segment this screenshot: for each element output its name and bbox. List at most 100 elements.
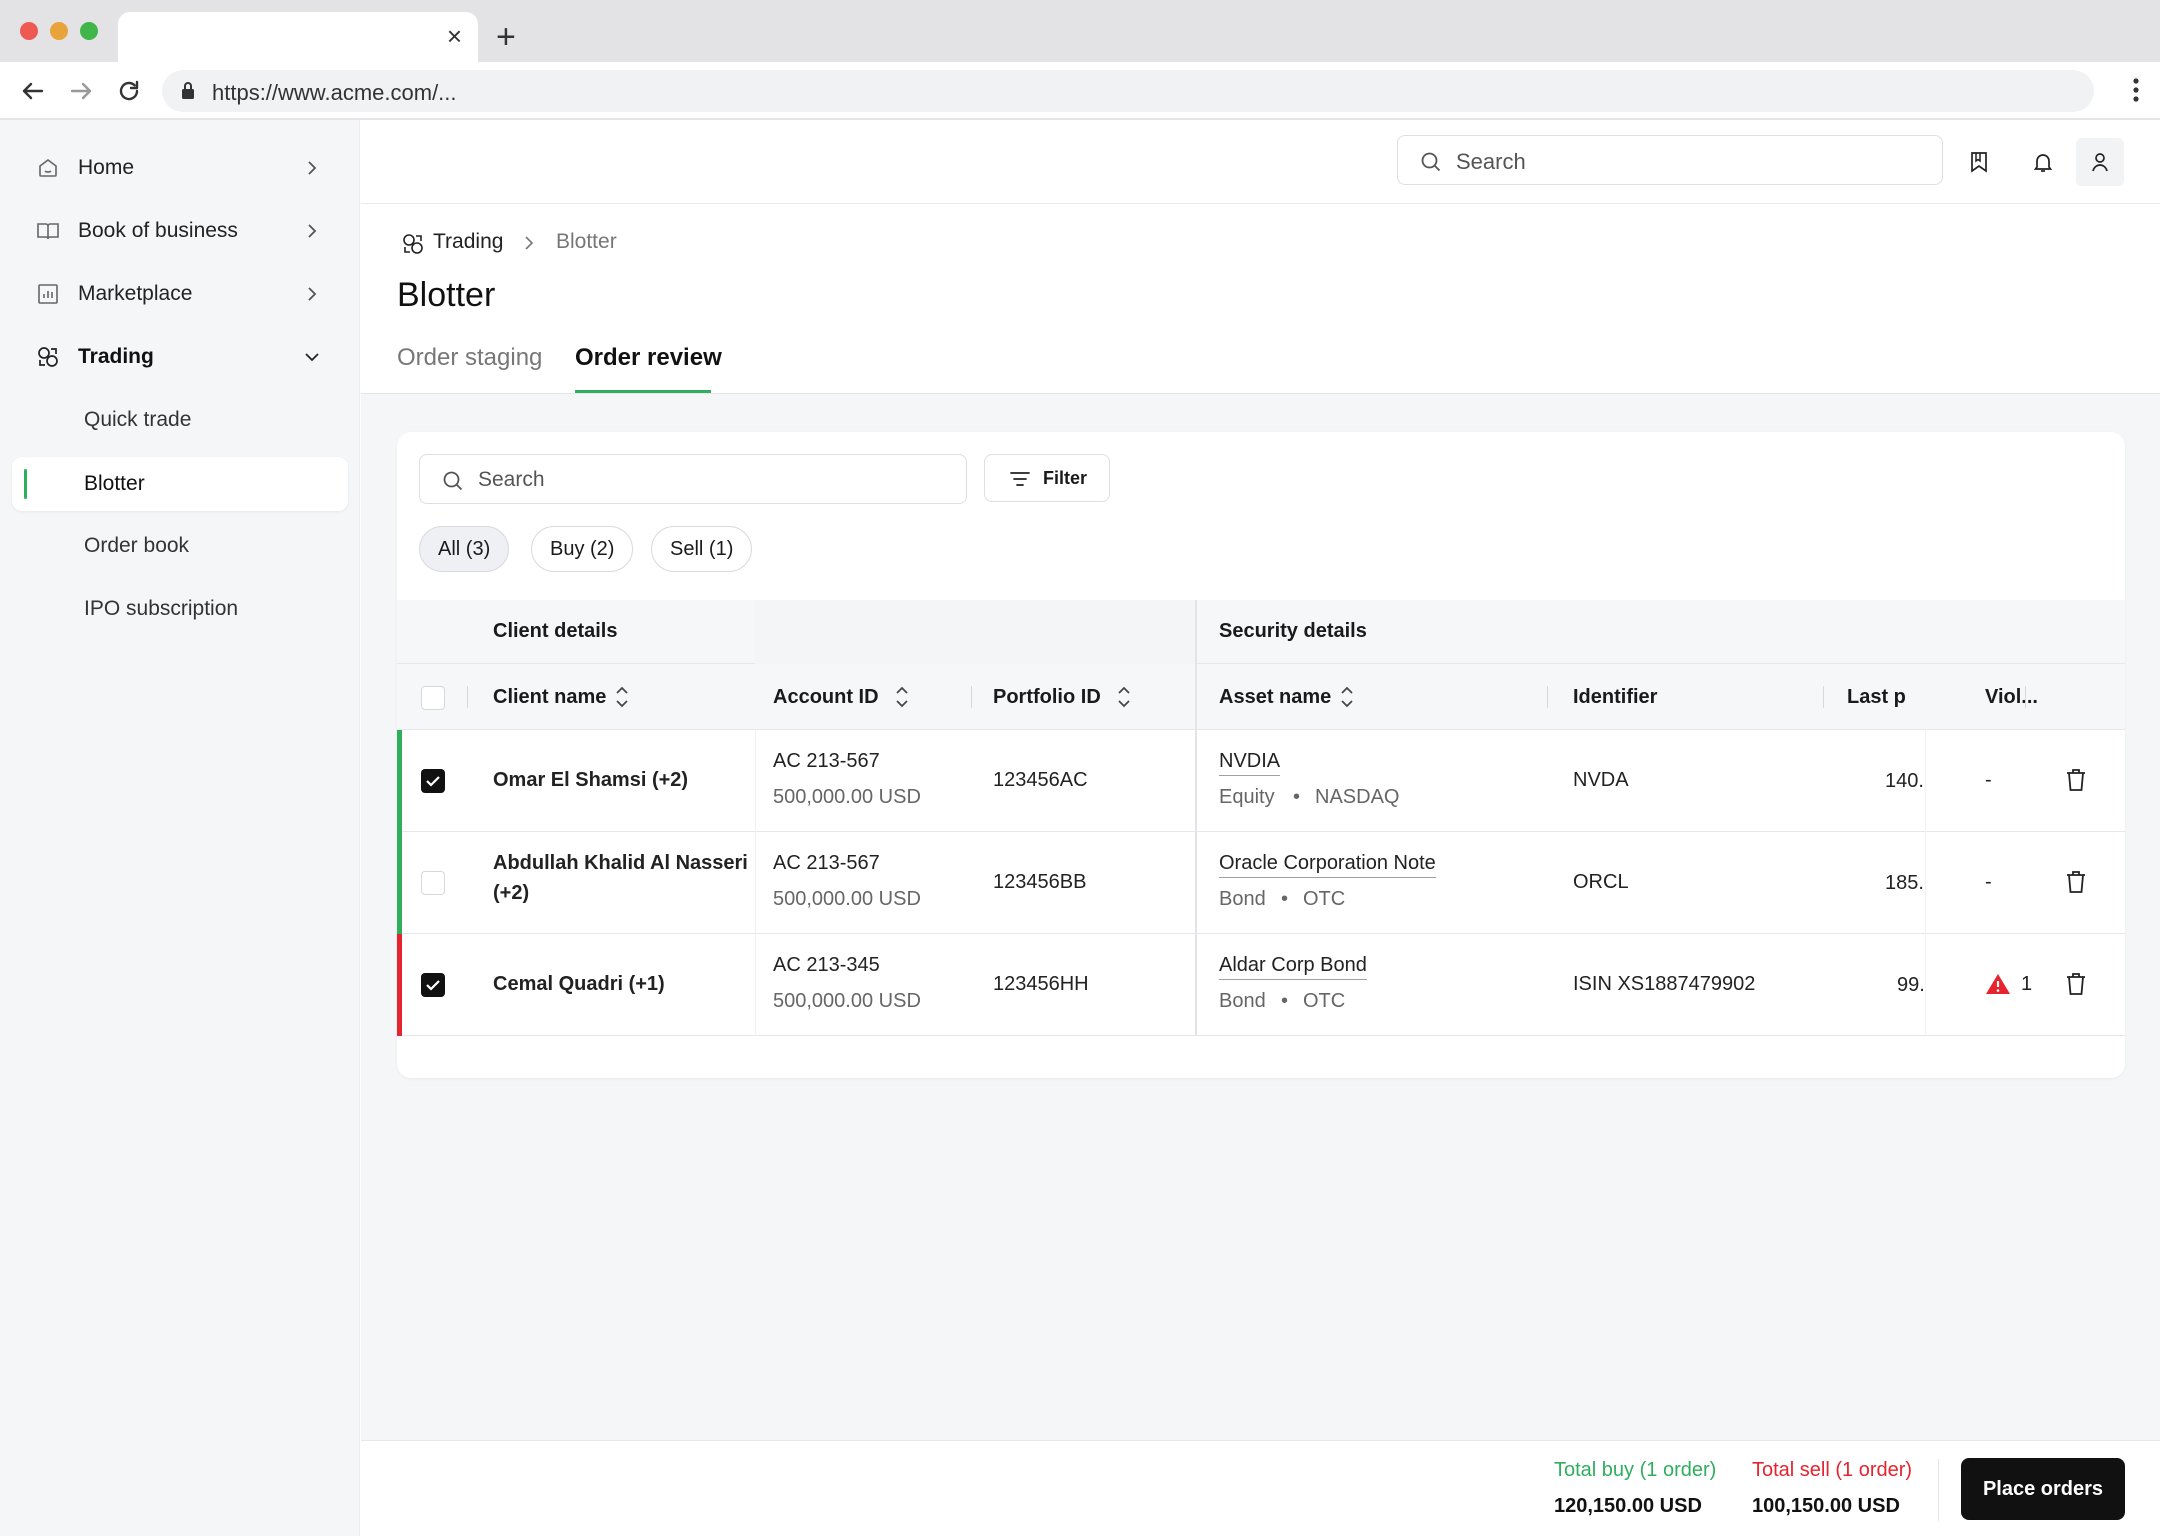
back-arrow-icon[interactable]: [16, 74, 50, 108]
sticky-column-divider: [755, 730, 756, 1036]
global-search-input[interactable]: Search: [1397, 135, 1943, 185]
asset-venue: NASDAQ: [1315, 786, 1400, 808]
account-amount: 500,000.00 USD: [773, 888, 921, 910]
client-name: Cemal Quadri (+1): [493, 973, 665, 995]
column-header-portfolio-id[interactable]: Portfolio ID: [993, 686, 1101, 708]
sort-icon[interactable]: [1340, 684, 1354, 710]
trash-icon[interactable]: [2065, 971, 2087, 997]
row-checkbox[interactable]: [421, 871, 445, 895]
sidebar-item-label: Book of business: [78, 219, 238, 242]
sidebar-subitem-ipo-subscription[interactable]: IPO subscription: [0, 583, 360, 635]
client-name-line2: (+2): [493, 882, 530, 904]
select-all-checkbox[interactable]: [421, 686, 445, 710]
bookmark-icon: [1971, 152, 1987, 173]
sidebar-subitem-label: IPO subscription: [84, 597, 239, 620]
buy-indicator: [397, 730, 402, 832]
footer-divider: [1938, 1459, 1939, 1521]
tab-order-staging[interactable]: Order staging: [397, 344, 543, 371]
asset-type: Equity: [1219, 786, 1275, 808]
table-search-input[interactable]: Search: [419, 454, 967, 504]
sort-icon[interactable]: [1117, 684, 1131, 710]
row-checkbox[interactable]: [421, 973, 445, 997]
asset-name-link[interactable]: Oracle Corporation Note: [1219, 852, 1436, 878]
sort-icon[interactable]: [615, 684, 629, 710]
user-menu-button[interactable]: [2076, 138, 2124, 186]
asset-name-link[interactable]: NVDIA: [1219, 750, 1281, 776]
account-id: AC 213-567: [773, 750, 880, 772]
sidebar-item-book-of-business[interactable]: Book of business: [0, 203, 360, 259]
sidebar-item-trading[interactable]: Trading: [0, 329, 360, 385]
check-icon: [426, 776, 440, 787]
column-header-violations[interactable]: Viol...: [1985, 686, 2038, 708]
identifier: NVDA: [1573, 769, 1629, 791]
active-indicator: [24, 469, 27, 499]
book-icon: [37, 223, 59, 240]
sidebar-item-label: Trading: [78, 345, 154, 368]
column-divider: [467, 686, 468, 708]
main-content: Search Filter All (3) Buy (2) Sell (1) C…: [361, 394, 2160, 1440]
search-icon: [1421, 152, 1441, 172]
total-buy-label: Total buy (1 order): [1554, 1459, 1717, 1481]
buy-indicator: [397, 832, 402, 934]
column-header-asset-name[interactable]: Asset name: [1219, 686, 1332, 708]
new-tab-icon[interactable]: +: [496, 18, 516, 56]
sidebar-subitem-quick-trade[interactable]: Quick trade: [0, 394, 360, 446]
orders-card: Search Filter All (3) Buy (2) Sell (1) C…: [397, 432, 2125, 1078]
check-icon: [426, 980, 440, 991]
chip-all[interactable]: All (3): [419, 526, 510, 572]
bookmark-button[interactable]: [1955, 138, 2003, 186]
chevron-down-icon: [305, 353, 319, 362]
search-icon: [443, 471, 463, 491]
row-checkbox[interactable]: [421, 769, 445, 793]
place-orders-button[interactable]: Place orders: [1961, 1458, 2125, 1520]
column-header-client-name[interactable]: Client name: [493, 686, 607, 708]
sort-icon[interactable]: [895, 684, 909, 710]
sidebar-subitem-label: Order book: [84, 534, 190, 557]
forward-arrow-icon[interactable]: [64, 74, 98, 108]
sidebar-subitem-blotter[interactable]: Blotter: [12, 457, 348, 511]
asset-name-link[interactable]: Aldar Corp Bond: [1219, 954, 1367, 980]
sidebar-subitem-order-book[interactable]: Order book: [0, 520, 360, 572]
table-row[interactable]: Cemal Quadri (+1) AC 213-345 500,000.00 …: [397, 934, 2125, 1036]
table-row[interactable]: Omar El Shamsi (+2) AC 213-567 500,000.0…: [397, 730, 2125, 832]
chip-buy[interactable]: Buy (2): [531, 526, 634, 572]
sidebar-item-home[interactable]: Home: [0, 140, 360, 196]
chip-sell[interactable]: Sell (1): [651, 526, 753, 572]
column-header-identifier[interactable]: Identifier: [1573, 686, 1658, 708]
active-tab-underline: [575, 390, 711, 393]
column-header-account-id[interactable]: Account ID: [773, 686, 879, 708]
account-id: AC 213-567: [773, 852, 880, 874]
sidebar: Home Book of business Marketplace Tradin…: [0, 120, 360, 1536]
identifier: ISIN XS1887479902: [1573, 973, 1756, 995]
tab-order-review[interactable]: Order review: [575, 344, 722, 371]
bullet-separator: •: [1281, 990, 1289, 1012]
group-label-security: Security details: [1219, 620, 1367, 642]
window-close-dot[interactable]: [20, 22, 38, 40]
filter-button[interactable]: Filter: [984, 454, 1110, 502]
sidebar-subitem-label: Quick trade: [84, 408, 192, 431]
top-header: Search: [361, 120, 2160, 204]
tab-close-icon[interactable]: ×: [446, 21, 462, 51]
url-field[interactable]: https://www.acme.com/...: [162, 70, 2094, 112]
trading-icon: [38, 347, 58, 367]
breadcrumb-trading[interactable]: Trading: [433, 230, 504, 253]
column-divider: [2025, 686, 2026, 708]
total-sell-value: 100,150.00 USD: [1752, 1495, 1900, 1517]
browser-menu-icon[interactable]: [2132, 76, 2140, 104]
sidebar-item-marketplace[interactable]: Marketplace: [0, 266, 360, 322]
asset-venue: OTC: [1303, 888, 1346, 910]
reload-icon[interactable]: [112, 74, 146, 108]
window-minimize-dot[interactable]: [50, 22, 68, 40]
group-header-security: Security details: [1197, 600, 2125, 664]
warning-icon[interactable]: [1985, 972, 2011, 996]
trash-icon[interactable]: [2065, 767, 2087, 793]
table-row[interactable]: Abdullah Khalid Al Nasseri (+2) AC 213-5…: [397, 832, 2125, 934]
table-header-row: Client name Account ID Portfolio ID Asse…: [397, 664, 2125, 730]
column-header-last-price[interactable]: Last p: [1847, 686, 1906, 708]
trash-icon[interactable]: [2065, 869, 2087, 895]
account-amount: 500,000.00 USD: [773, 990, 921, 1012]
notifications-button[interactable]: [2019, 138, 2067, 186]
sidebar-item-label: Marketplace: [78, 282, 193, 305]
browser-tab[interactable]: ×: [118, 12, 478, 62]
window-maximize-dot[interactable]: [80, 22, 98, 40]
